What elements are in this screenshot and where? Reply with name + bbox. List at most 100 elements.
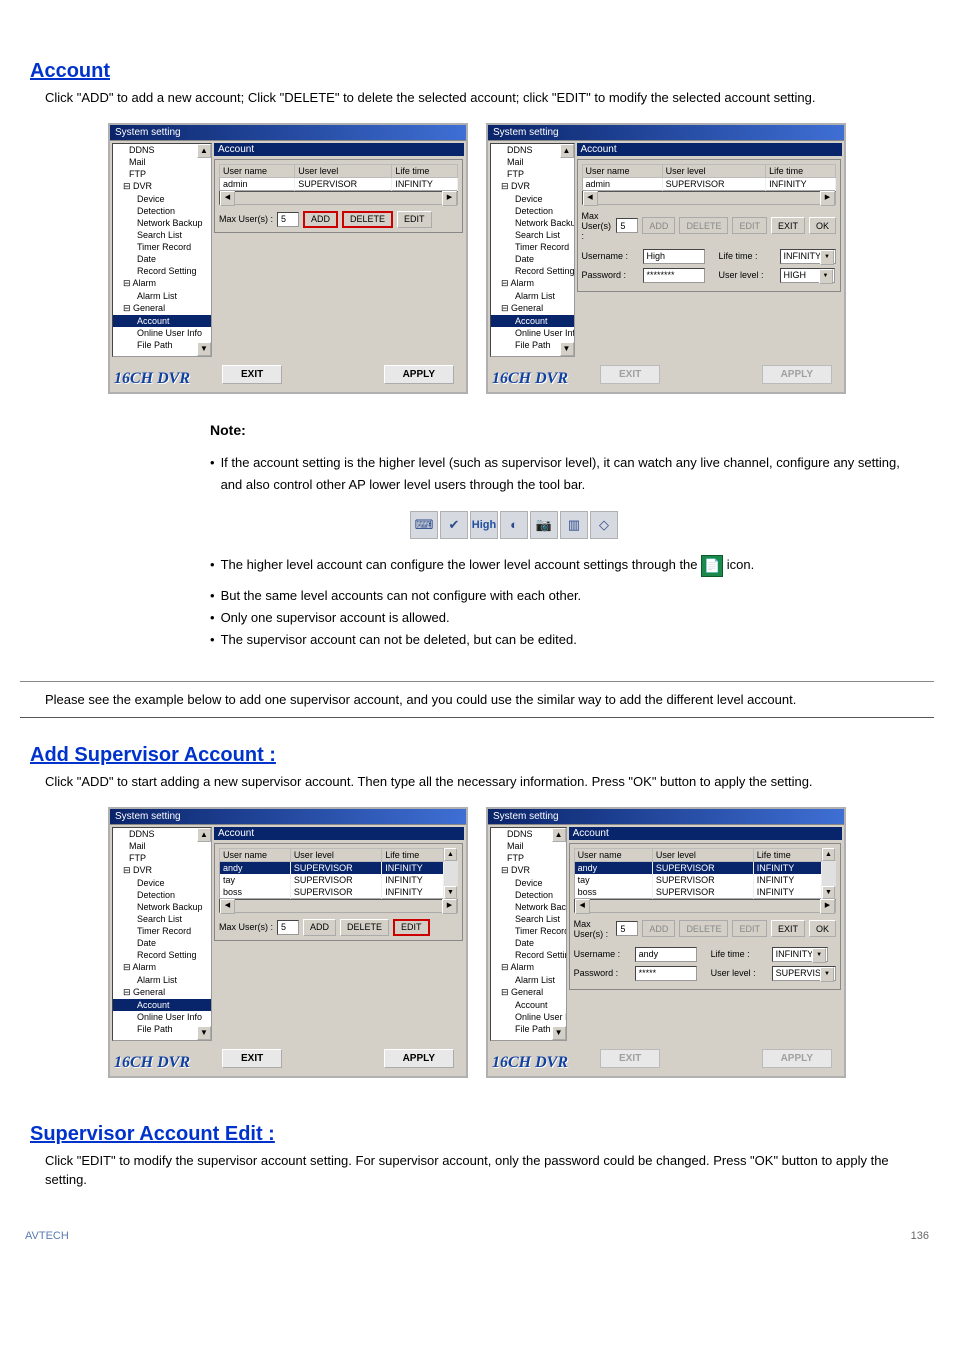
- top-exit-button[interactable]: EXIT: [771, 920, 805, 937]
- tree-general[interactable]: ⊟ General: [113, 302, 211, 315]
- user-table[interactable]: User nameUser levelLife time adminSUPERV…: [582, 164, 837, 191]
- lifetime-label: Life time :: [719, 251, 774, 261]
- apply-button: APPLY: [762, 1049, 832, 1068]
- nav-tree[interactable]: ▲ DDNS Mail FTP ⊟ DVR Device Detection N…: [112, 827, 212, 1041]
- add-button[interactable]: ADD: [303, 211, 338, 228]
- tree-date[interactable]: Date: [113, 253, 211, 265]
- v-scrollbar[interactable]: ▲▼: [822, 848, 836, 899]
- lead-text: Please see the example below to add one …: [45, 692, 909, 707]
- table-row[interactable]: adminSUPERVISORINFINITY: [582, 177, 836, 190]
- table-row[interactable]: andySUPERVISORINFINITY: [574, 861, 821, 874]
- apply-button[interactable]: APPLY: [384, 365, 454, 384]
- account-header: Account: [569, 827, 842, 840]
- password-input[interactable]: *****: [635, 966, 697, 981]
- supervisor-edit-link[interactable]: Supervisor Account Edit :: [30, 1123, 275, 1146]
- edit-button[interactable]: EDIT: [397, 211, 432, 228]
- h-scrollbar[interactable]: [219, 191, 458, 205]
- table-row[interactable]: bossSUPERVISORINFINITY: [574, 886, 821, 899]
- system-setting-panel-2R: System setting ▲ DDNS Mail FTP ⊟ DVR Dev…: [486, 807, 846, 1078]
- lifetime-select[interactable]: INFINITY: [780, 249, 837, 264]
- tree-search[interactable]: Search List: [113, 229, 211, 241]
- add-button: ADD: [642, 920, 675, 937]
- edit-button[interactable]: EDIT: [393, 919, 430, 936]
- account-link[interactable]: Account: [30, 60, 110, 83]
- max-users-input[interactable]: 5: [277, 920, 299, 935]
- dvr-logo: 16CH DVR: [110, 364, 210, 392]
- tree-recset[interactable]: Record Setting: [113, 265, 211, 277]
- table-row[interactable]: andySUPERVISORINFINITY: [220, 861, 444, 874]
- table-row[interactable]: bossSUPERVISORINFINITY: [220, 886, 444, 899]
- scroll-down-icon[interactable]: ▼: [197, 342, 211, 356]
- eraser-icon: ◇: [590, 511, 618, 539]
- user-table[interactable]: User nameUser levelLife time andySUPERVI…: [219, 848, 444, 899]
- apply-button: APPLY: [762, 365, 832, 384]
- footer-left[interactable]: AVTECH: [25, 1230, 69, 1242]
- add-supervisor-link[interactable]: Add Supervisor Account :: [30, 744, 276, 767]
- top-exit-button[interactable]: EXIT: [771, 217, 805, 234]
- tree-account[interactable]: Account: [113, 315, 211, 327]
- max-users-label: Max User(s) :: [219, 214, 273, 224]
- table-row[interactable]: taySUPERVISORINFINITY: [574, 874, 821, 886]
- tree-ftp[interactable]: FTP: [113, 168, 211, 180]
- tree-online[interactable]: Online User Info: [113, 327, 211, 339]
- delete-button[interactable]: DELETE: [340, 919, 389, 936]
- scroll-down-icon[interactable]: ▼: [197, 1026, 211, 1040]
- tree-alarmlist[interactable]: Alarm List: [113, 290, 211, 302]
- add-button: ADD: [642, 217, 675, 234]
- window-title: System setting: [110, 125, 466, 141]
- userlevel-select[interactable]: HIGH: [780, 268, 835, 283]
- add-button[interactable]: ADD: [303, 919, 336, 936]
- system-setting-panel-1L: System setting ▲ DDNS Mail FTP ⊟ DVR Dev…: [108, 123, 468, 394]
- tree-timer[interactable]: Timer Record: [113, 241, 211, 253]
- scroll-up-icon[interactable]: ▲: [552, 828, 566, 842]
- tree-alarm[interactable]: ⊟ Alarm: [113, 277, 211, 290]
- username-input[interactable]: High: [643, 249, 705, 264]
- lifetime-select[interactable]: INFINITY: [772, 947, 829, 962]
- exit-button[interactable]: EXIT: [222, 1049, 282, 1068]
- delete-button[interactable]: DELETE: [342, 211, 393, 228]
- doc-icon: 📄: [701, 555, 723, 577]
- user-table[interactable]: User nameUser levelLife time adminSUPERV…: [219, 164, 458, 191]
- max-users-input[interactable]: 5: [616, 921, 638, 936]
- userlevel-select[interactable]: SUPERVIS: [772, 966, 836, 981]
- h-scrollbar[interactable]: [219, 899, 458, 913]
- ok-button[interactable]: OK: [809, 217, 836, 234]
- tree-dvr[interactable]: ⊟ DVR: [113, 180, 211, 193]
- account-header: Account: [577, 143, 843, 156]
- scroll-up-icon[interactable]: ▲: [197, 144, 211, 158]
- max-users-input[interactable]: 5: [277, 212, 299, 227]
- h-scrollbar[interactable]: [582, 191, 837, 205]
- username-label: Username :: [574, 949, 629, 959]
- tree-detection[interactable]: Detection: [113, 205, 211, 217]
- table-row[interactable]: adminSUPERVISORINFINITY: [220, 177, 458, 190]
- scroll-up-icon[interactable]: ▲: [197, 828, 211, 842]
- password-label: Password :: [574, 968, 629, 978]
- window-title: System setting: [110, 809, 466, 825]
- nav-tree[interactable]: ▲ DDNS Mail FTP ⊟ DVR Device Detection N…: [112, 143, 212, 357]
- password-input[interactable]: ********: [643, 268, 705, 283]
- max-users-input[interactable]: 5: [616, 218, 638, 233]
- scroll-down-icon[interactable]: ▼: [560, 342, 574, 356]
- window-title: System setting: [488, 125, 844, 141]
- note-5: The supervisor account can not be delete…: [221, 629, 577, 651]
- check-icon: ✔: [440, 511, 468, 539]
- ok-button[interactable]: OK: [809, 920, 836, 937]
- exit-button[interactable]: EXIT: [222, 365, 282, 384]
- user-table[interactable]: User nameUser levelLife time andySUPERVI…: [574, 848, 822, 899]
- exit-button: EXIT: [600, 1049, 660, 1068]
- scroll-up-icon[interactable]: ▲: [560, 144, 574, 158]
- scroll-down-icon[interactable]: ▼: [552, 1026, 566, 1040]
- tree-netbk[interactable]: Network Backup: [113, 217, 211, 229]
- note-1: If the account setting is the higher lev…: [221, 452, 904, 496]
- h-scrollbar[interactable]: [574, 899, 836, 913]
- tree-device[interactable]: Device: [113, 193, 211, 205]
- nav-tree[interactable]: ▲ DDNS Mail FTP ⊟ DVR Device Detection N…: [490, 827, 567, 1041]
- table-row[interactable]: taySUPERVISORINFINITY: [220, 874, 444, 886]
- v-scrollbar[interactable]: ▲▼: [444, 848, 458, 899]
- nav-tree[interactable]: ▲ DDNS Mail FTP ⊟ DVR Device Detection N…: [490, 143, 575, 357]
- system-setting-panel-1R: System setting ▲ DDNS Mail FTP ⊟ DVR Dev…: [486, 123, 846, 394]
- username-input[interactable]: andy: [635, 947, 697, 962]
- edit-button: EDIT: [732, 217, 767, 234]
- apply-button[interactable]: APPLY: [384, 1049, 454, 1068]
- account-header: Account: [214, 827, 464, 840]
